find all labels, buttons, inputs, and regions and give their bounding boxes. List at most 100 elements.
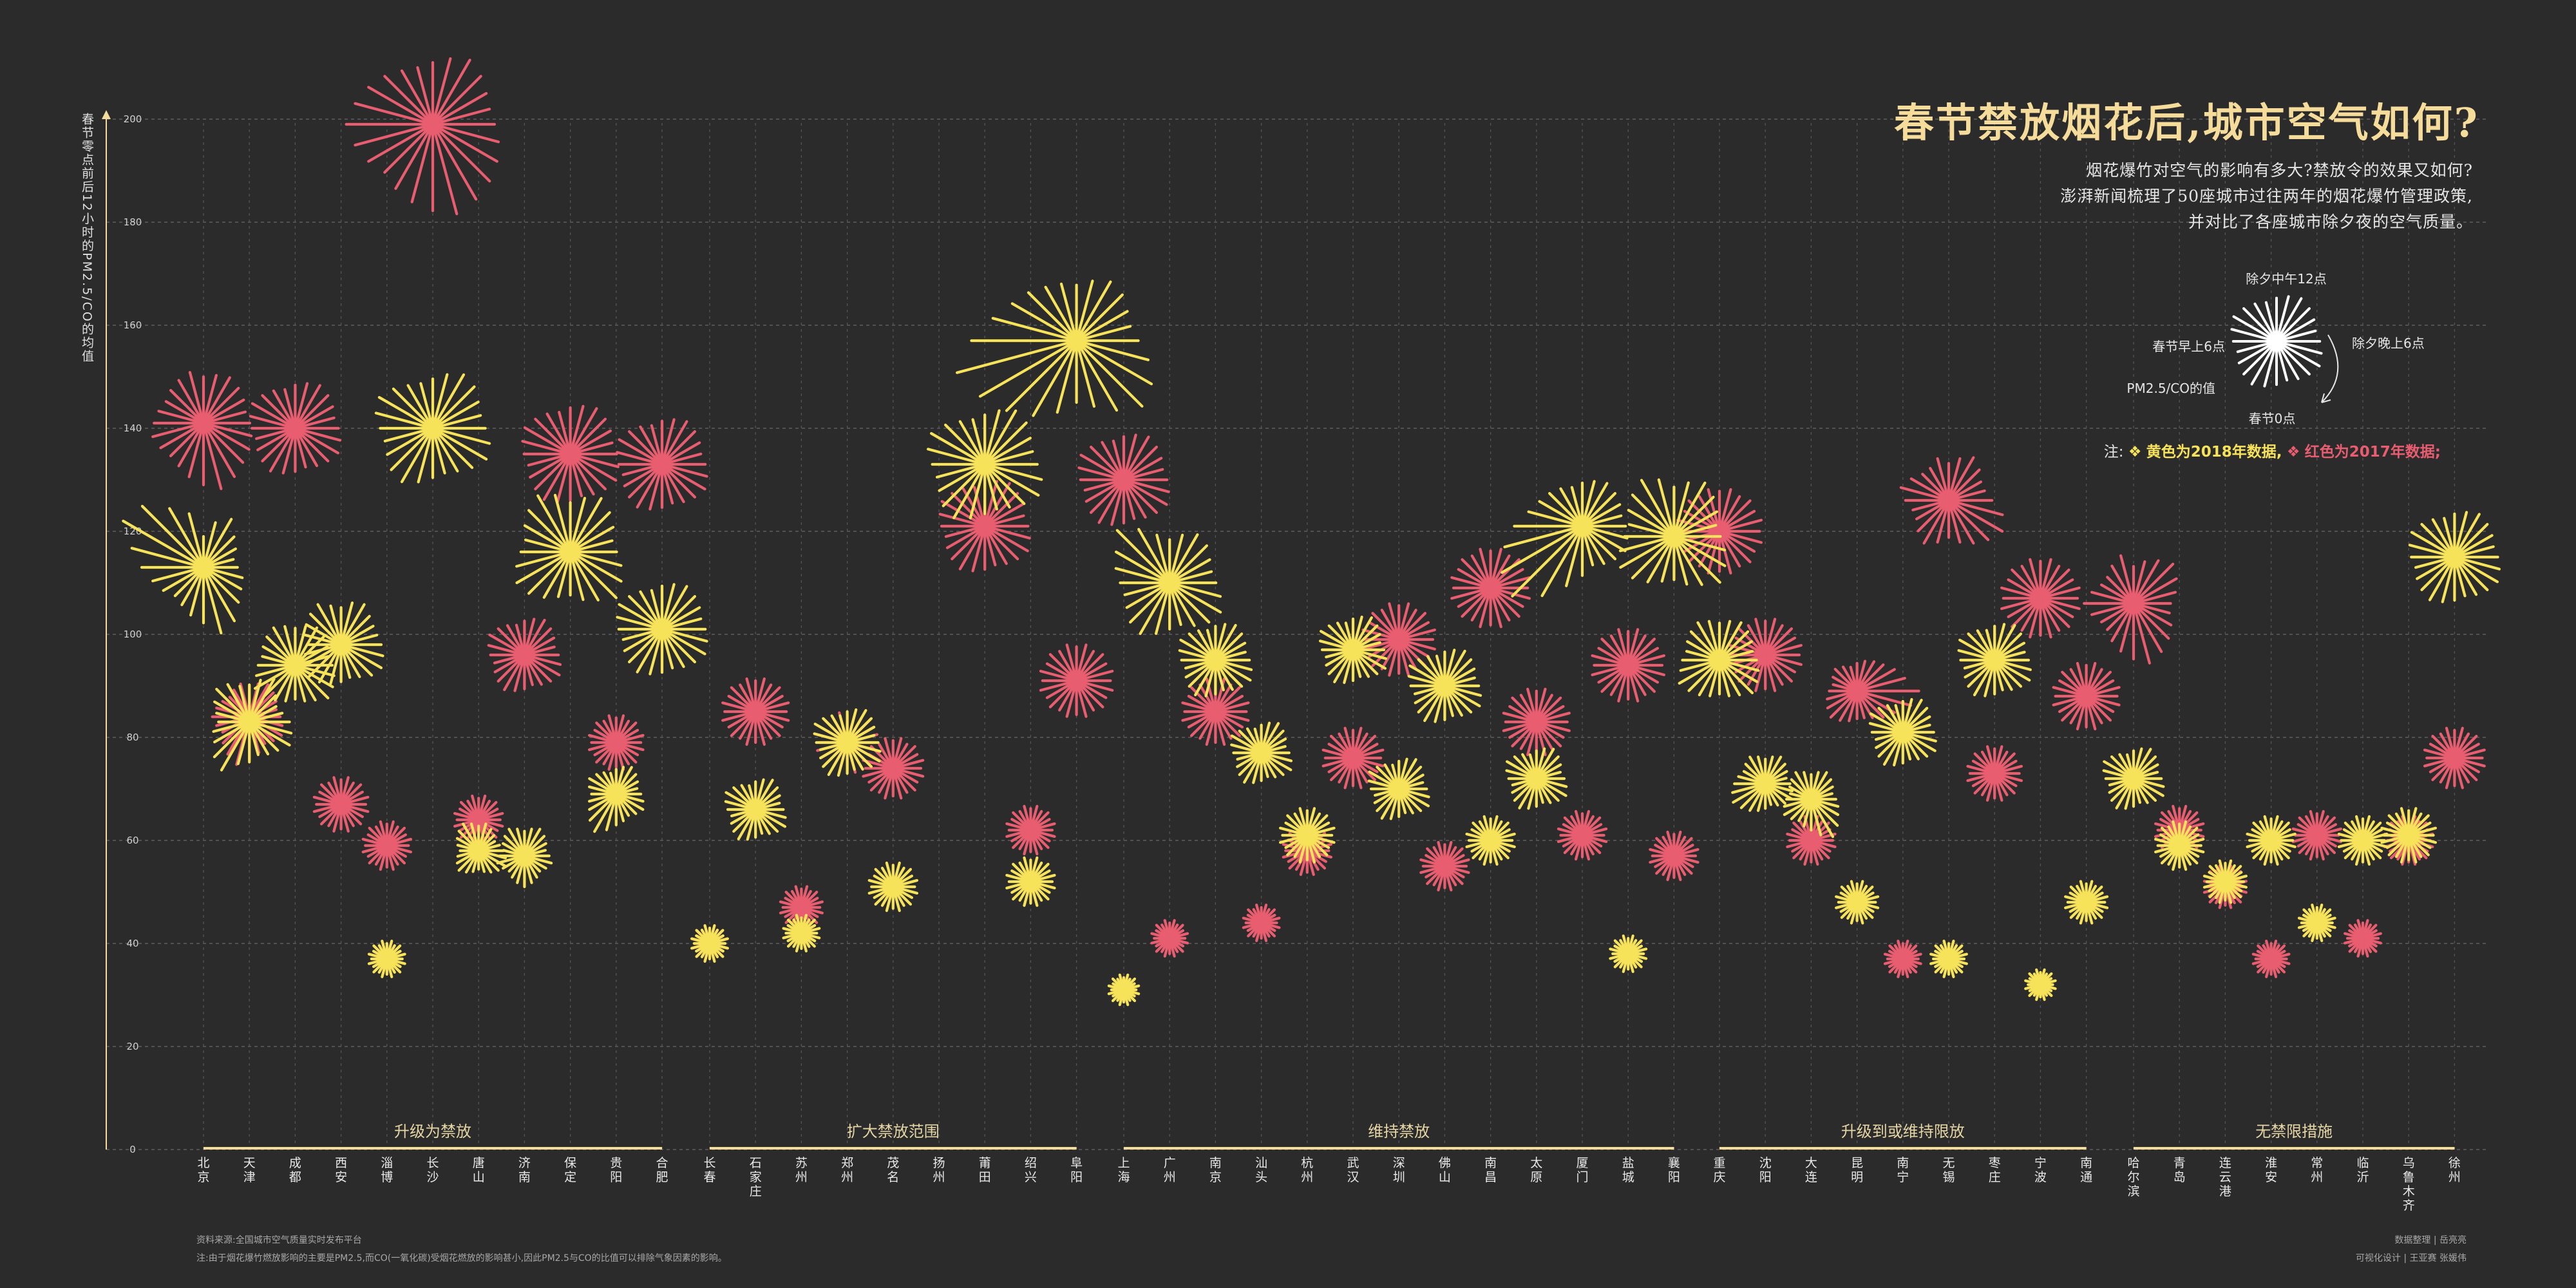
burst-ray	[1754, 618, 1767, 657]
burst-ray	[1899, 486, 1951, 502]
burst-2017	[1557, 810, 1608, 861]
city-label: 南通	[2080, 1156, 2092, 1184]
burst-center	[201, 565, 206, 570]
burst-ray	[639, 590, 664, 631]
subtitle-line-1: 烟花爆竹对空气的影响有多大?禁放令的效果又如何?	[2086, 161, 2473, 180]
burst-ray	[2441, 555, 2456, 603]
burst-ray	[189, 565, 205, 617]
burst-ray	[813, 723, 849, 744]
burst-ray	[431, 75, 482, 126]
burst-ray	[2020, 596, 2042, 632]
burst-ray	[1708, 658, 1721, 697]
city-label-char: 茂	[887, 1156, 899, 1170]
city-label-char: 家	[750, 1170, 762, 1184]
burst-ray	[660, 430, 697, 466]
burst-center	[1350, 647, 1356, 652]
burst-2017	[1883, 940, 1922, 978]
burst-center	[1396, 637, 1401, 642]
burst-ray	[569, 429, 612, 456]
legend-label-right: 除夕晚上6点	[2352, 336, 2425, 351]
burst-ray	[431, 57, 452, 126]
burst-ray	[379, 820, 388, 848]
burst-ray	[983, 514, 1025, 528]
city-label: 长春	[703, 1156, 715, 1184]
burst-ray	[2132, 601, 2173, 627]
city-label: 郑州	[841, 1156, 853, 1184]
burst-ray	[367, 122, 435, 163]
burst-ray	[536, 494, 572, 554]
burst-ray	[1443, 658, 1473, 688]
burst-ray	[660, 462, 697, 499]
burst-ray	[1479, 586, 1492, 629]
city-label-char: 鲁	[2403, 1170, 2415, 1184]
city-label-char: 武	[1347, 1156, 1359, 1170]
burst-ray	[822, 717, 849, 744]
burst-ray	[1672, 481, 1690, 538]
burst-ray	[730, 686, 757, 714]
burst-ray	[660, 583, 676, 631]
burst-ray	[1893, 730, 1904, 767]
burst-ray	[1915, 498, 1951, 520]
legend-ray	[2275, 340, 2321, 368]
burst-2017	[721, 677, 790, 746]
burst-ray	[1917, 498, 1951, 533]
burst-ray	[1718, 630, 1750, 662]
city-label: 常州	[2311, 1156, 2323, 1184]
burst-ray	[846, 741, 881, 762]
burst-center	[1992, 658, 1997, 663]
burst-ray	[1179, 638, 1217, 662]
burst-ray	[1391, 763, 1401, 791]
group-labels: 升级为禁放 扩大禁放范围 维持禁放 升级到或维持限放 无禁限措施	[204, 1122, 2455, 1150]
burst-ray	[255, 426, 297, 440]
burst-ray	[2039, 578, 2074, 600]
burst-ray	[2079, 880, 2088, 904]
burst-ray	[822, 741, 849, 768]
burst-ray	[294, 426, 307, 469]
burst-ray	[1205, 710, 1217, 746]
burst-ray	[569, 539, 614, 554]
city-label: 枣庄	[1989, 1156, 2001, 1184]
burst-ray	[1718, 518, 1763, 533]
legend-burst	[2230, 295, 2323, 388]
burst-ray	[1679, 658, 1721, 672]
city-label-char: 春	[703, 1170, 715, 1184]
city-label-char: 淄	[381, 1156, 393, 1170]
city-label: 襄阳	[1668, 1156, 1680, 1184]
burst-ray	[2132, 601, 2151, 665]
city-label-char: 阳	[1070, 1170, 1083, 1184]
burst-ray	[383, 75, 435, 126]
burst-ray	[265, 635, 297, 667]
burst-ray	[2453, 555, 2501, 571]
burst-ray	[523, 653, 553, 683]
burst-ray	[1739, 782, 1767, 810]
city-label-char: 山	[1439, 1170, 1451, 1184]
city-label: 南昌	[1484, 1156, 1497, 1184]
burst-ray	[1901, 697, 1913, 734]
burst-ray	[1112, 439, 1126, 482]
burst-ray	[390, 426, 435, 471]
burst-center	[2406, 833, 2411, 838]
burst-ray	[703, 924, 712, 945]
burst-ray	[1397, 638, 1430, 658]
burst-ray	[1178, 649, 1217, 662]
burst-ray	[983, 421, 1028, 466]
burst-ray	[1388, 638, 1401, 677]
burst-ray	[2414, 555, 2456, 569]
city-label: 大连	[1805, 1156, 1817, 1184]
burst-ray	[1214, 658, 1234, 691]
burst-ray	[1489, 586, 1524, 608]
city-label-char: 海	[1117, 1170, 1130, 1184]
burst-ray	[1206, 629, 1217, 662]
burst-ray	[431, 122, 491, 183]
burst-ray	[1168, 544, 1208, 585]
burst-ray	[151, 421, 205, 439]
burst-ray	[2356, 919, 2365, 940]
city-label: 杭州	[1301, 1156, 1313, 1184]
burst-ray	[294, 426, 330, 463]
burst-ray	[1718, 529, 1763, 544]
burst-ray	[558, 410, 572, 456]
burst-ray	[660, 418, 676, 466]
burst-ray	[202, 521, 217, 569]
city-label-char: 贵	[610, 1156, 622, 1170]
legend-note: 注: ❖ 黄色为2018年数据, ❖ 红色为2017年数据;	[2104, 439, 2441, 461]
